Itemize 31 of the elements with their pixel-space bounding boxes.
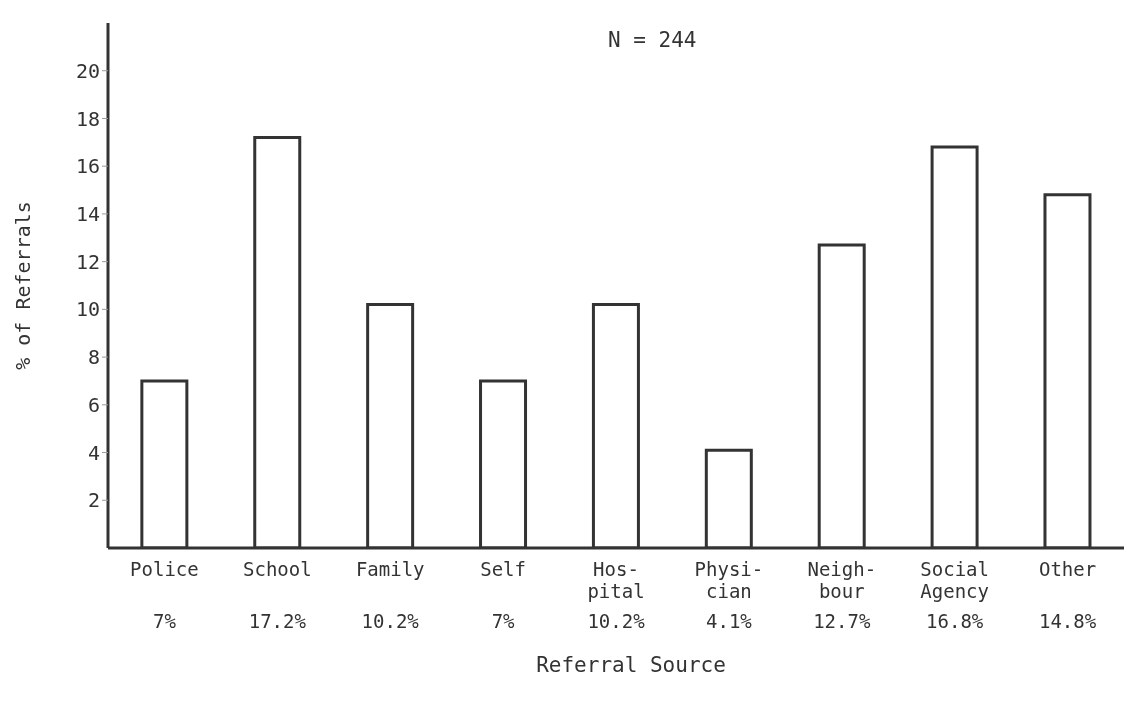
y-tick-label: 16 bbox=[75, 154, 100, 179]
y-tick-label: 20 bbox=[75, 58, 100, 83]
x-tick-label: Other bbox=[1038, 558, 1097, 580]
data-label: 7% bbox=[153, 610, 177, 632]
x-tick-label: Police bbox=[130, 558, 199, 580]
data-label: 14.8% bbox=[1038, 610, 1097, 632]
x-tick-label: Neigh- bour bbox=[807, 558, 877, 602]
y-tick-label: 2 bbox=[87, 488, 100, 513]
x-tick-label: Hos- pital bbox=[587, 558, 645, 602]
data-label: 16.8% bbox=[926, 610, 984, 632]
y-tick-label: 12 bbox=[75, 249, 100, 274]
y-tick-label: 10 bbox=[75, 297, 100, 322]
y-tick-label: 4 bbox=[87, 440, 100, 465]
x-tick-label: Self bbox=[480, 558, 526, 580]
annotation: N = 244 bbox=[608, 28, 697, 52]
y-tick-label: 18 bbox=[75, 106, 100, 131]
x-tick-label: Family bbox=[355, 558, 425, 580]
data-label: 10.2% bbox=[361, 610, 420, 632]
y-tick-label: 8 bbox=[87, 345, 100, 370]
data-label: 4.1% bbox=[706, 610, 753, 632]
x-tick-label: Social Agency bbox=[920, 558, 989, 602]
y-tick-label: 14 bbox=[75, 202, 100, 227]
data-label: 7% bbox=[491, 610, 516, 632]
y-axis-title: % of Referrals bbox=[11, 201, 36, 370]
data-label: 12.7% bbox=[813, 610, 871, 632]
y-tick-label: 6 bbox=[87, 392, 100, 417]
x-tick-label: School bbox=[243, 558, 312, 580]
x-axis-title: Referral Source bbox=[535, 653, 727, 677]
data-label: 17.2% bbox=[248, 610, 307, 632]
x-tick-label: Physi- cian bbox=[694, 558, 764, 602]
data-label: 10.2% bbox=[587, 610, 646, 632]
